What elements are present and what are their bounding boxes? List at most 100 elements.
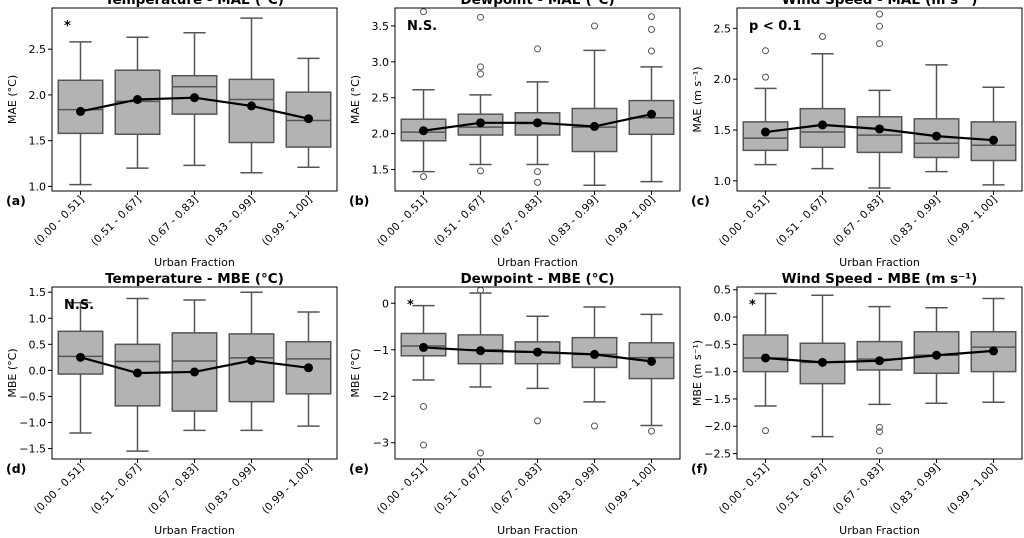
box-2 [171, 299, 218, 432]
significance-label: * [749, 298, 756, 313]
outlier-point [477, 167, 484, 175]
x-tick-label: (0.00 - 0.51] [375, 194, 430, 249]
x-tick-label: (0.67 - 0.83] [831, 462, 886, 517]
x-tick-label: (0.99 - 1.00] [603, 194, 658, 249]
y-tick-label: 1.5 [372, 163, 390, 176]
x-tick-label: (0.99 - 1.00] [945, 194, 1000, 249]
box-1 [457, 13, 504, 175]
mean-point [932, 350, 941, 360]
y-axis-label: MAE (m s⁻¹) [691, 66, 704, 132]
iqr-box [228, 78, 275, 144]
iqr-box [57, 330, 104, 375]
y-tick-label: 3.0 [372, 56, 390, 69]
y-tick-label: −2.0 [704, 420, 731, 433]
mean-point [761, 127, 770, 137]
x-tick-label: (0.67 - 0.83] [831, 194, 886, 249]
mean-point [818, 120, 827, 130]
outlier-point [534, 178, 541, 186]
outlier-point [648, 427, 655, 435]
mean-point [76, 352, 85, 362]
mean-point [419, 342, 428, 352]
box-2 [171, 31, 218, 167]
y-tick-label: 0 [382, 297, 389, 310]
outlier-point [534, 168, 541, 176]
y-tick-label: 2.0 [372, 128, 390, 141]
box-0 [57, 301, 104, 434]
y-axis-label: MBE (°C) [349, 348, 362, 397]
y-axis-label: MBE (m s⁻¹) [691, 340, 704, 406]
y-tick-label: 0.5 [714, 284, 732, 297]
y-tick-label: 1.0 [29, 180, 47, 193]
y-tick-label: −1 [373, 344, 389, 357]
box-0 [742, 292, 789, 435]
y-tick-label: −2 [373, 390, 389, 403]
chart-title: Temperature - MBE (°C) [105, 271, 284, 287]
x-tick-label: (0.51 - 0.67] [432, 462, 487, 517]
chart-panel: Wind Speed - MBE (m s⁻¹) −2.5 −2.0 −1.5 −1.0… [691, 271, 1023, 537]
y-tick-label: 2.5 [29, 43, 47, 56]
chart-panel: Dewpoint - MAE (°C) 1.5 2.0 2.5 3.0 3.5 MAE (°… [349, 0, 681, 269]
iqr-box [285, 91, 332, 148]
y-tick-label: −0.5 [704, 338, 731, 351]
outlier-point [876, 10, 883, 18]
y-tick-label: 1.5 [29, 135, 47, 148]
box-2 [856, 305, 903, 455]
outlier-point [477, 70, 484, 78]
mean-point [419, 126, 428, 136]
outlier-point [762, 427, 769, 435]
x-tick-label: (0.83 - 0.99] [888, 194, 943, 249]
panel-label: (e) [349, 461, 369, 476]
y-tick-label: 0.5 [29, 338, 47, 351]
box-0 [400, 8, 447, 181]
mean-point [533, 347, 542, 357]
box-0 [742, 47, 789, 166]
mean-point [133, 368, 142, 378]
x-tick-label: (0.00 - 0.51] [717, 194, 772, 249]
chart-title: Dewpoint - MBE (°C) [460, 271, 614, 287]
x-tick-label: (0.00 - 0.51] [32, 194, 87, 249]
x-tick-label: (0.51 - 0.67] [432, 194, 487, 249]
significance-label: N.S. [64, 298, 94, 313]
mean-point [875, 124, 884, 134]
iqr-box [228, 333, 275, 403]
x-axis-label: Urban Fraction [497, 256, 578, 269]
y-tick-label: 3.5 [372, 20, 390, 33]
y-tick-label: −0.5 [19, 390, 46, 403]
panel-label: (d) [6, 461, 26, 476]
chart-panel: Dewpoint - MBE (°C) −3 −2 −1 0 MBE (°C) (0.00 … [349, 271, 681, 537]
y-tick-label: −2.5 [704, 448, 731, 461]
mean-point [304, 114, 313, 124]
outlier-point [477, 13, 484, 21]
mean-point [247, 355, 256, 365]
outlier-point [876, 428, 883, 436]
outlier-point [420, 441, 427, 449]
y-tick-label: 1.5 [29, 286, 47, 299]
mean-point [133, 95, 142, 104]
chart-title: Wind Speed - MAE (m s⁻¹) [782, 0, 978, 8]
y-tick-label: 2.0 [714, 73, 732, 86]
outlier-point [648, 47, 655, 55]
outlier-point [591, 422, 598, 430]
y-tick-label: 0.0 [714, 311, 732, 324]
mean-point [761, 353, 770, 363]
outlier-point [762, 47, 769, 55]
mean-point [989, 135, 998, 145]
box-4 [628, 13, 675, 183]
outlier-point [876, 423, 883, 431]
box-3 [913, 64, 960, 173]
box-3 [228, 291, 275, 432]
x-tick-label: (0.83 - 0.99] [203, 462, 258, 517]
outlier-point [534, 417, 541, 425]
chart-title: Temperature - MAE (°C) [105, 0, 284, 8]
chart-title: Wind Speed - MBE (m s⁻¹) [782, 271, 978, 287]
mean-point [533, 118, 542, 128]
outlier-point [420, 173, 427, 181]
outlier-point [534, 45, 541, 53]
x-tick-label: (0.00 - 0.51] [717, 462, 772, 517]
x-axis-label: Urban Fraction [839, 256, 920, 269]
box-3 [228, 17, 275, 174]
x-axis-label: Urban Fraction [497, 524, 578, 537]
mean-point [818, 357, 827, 367]
y-tick-label: −3 [373, 437, 389, 450]
outlier-point [477, 63, 484, 71]
